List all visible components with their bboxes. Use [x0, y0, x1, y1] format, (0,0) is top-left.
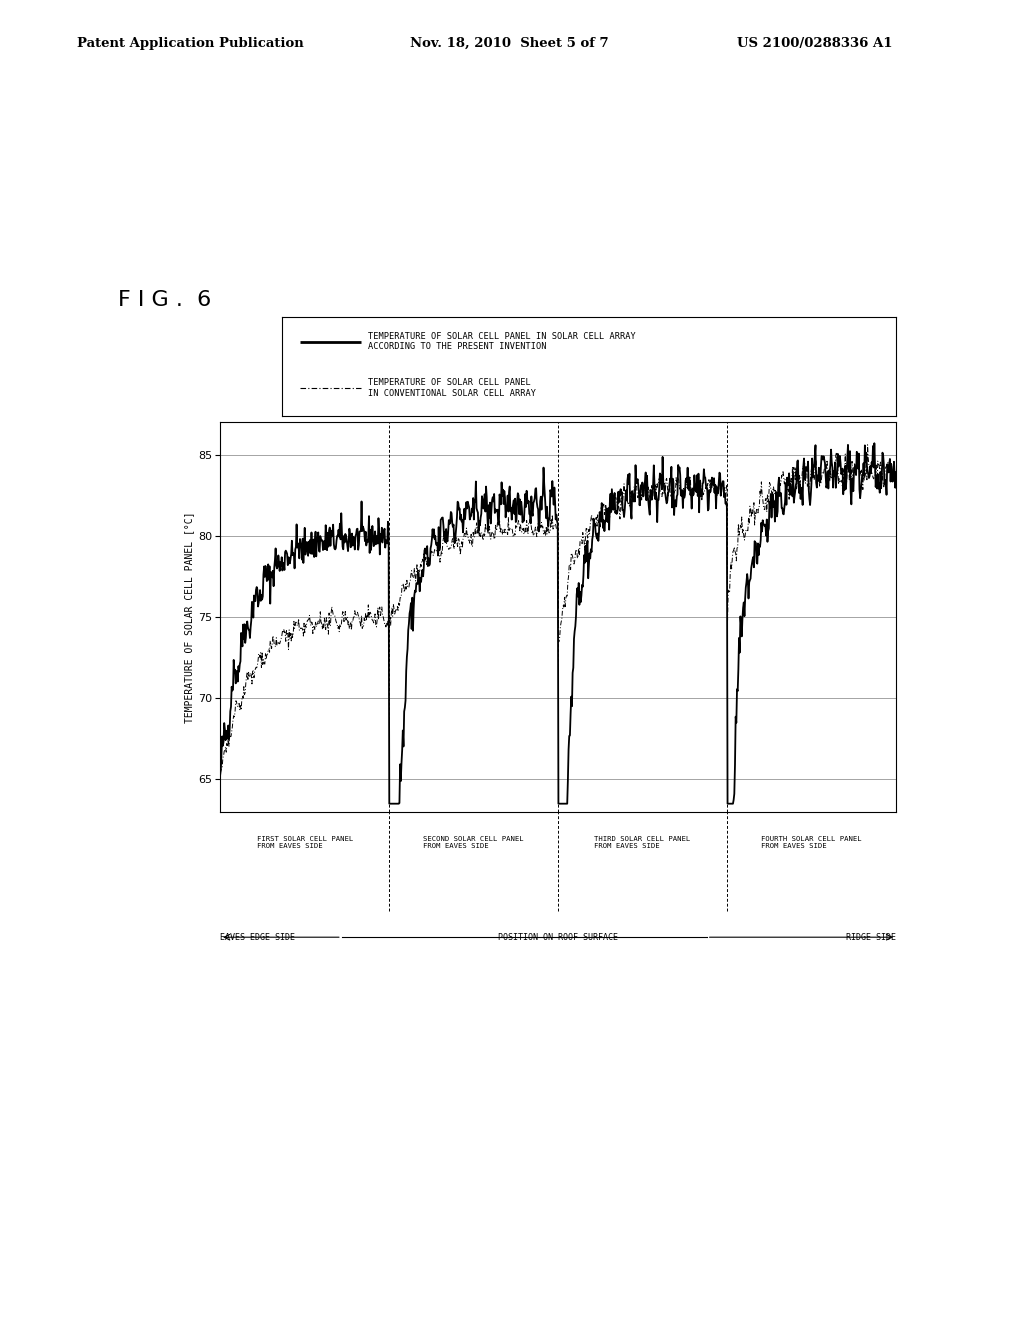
Text: THIRD SOLAR CELL PANEL
FROM EAVES SIDE: THIRD SOLAR CELL PANEL FROM EAVES SIDE — [595, 836, 690, 849]
Text: EAVES EDGE SIDE: EAVES EDGE SIDE — [220, 933, 295, 941]
Text: Patent Application Publication: Patent Application Publication — [77, 37, 303, 50]
Text: F I G .  6: F I G . 6 — [118, 290, 211, 310]
Text: TEMPERATURE OF SOLAR CELL PANEL IN SOLAR CELL ARRAY
ACCORDING TO THE PRESENT INV: TEMPERATURE OF SOLAR CELL PANEL IN SOLAR… — [368, 331, 635, 351]
Text: FOURTH SOLAR CELL PANEL
FROM EAVES SIDE: FOURTH SOLAR CELL PANEL FROM EAVES SIDE — [761, 836, 862, 849]
Text: RIDGE SIDE: RIDGE SIDE — [846, 933, 896, 941]
Text: Nov. 18, 2010  Sheet 5 of 7: Nov. 18, 2010 Sheet 5 of 7 — [410, 37, 608, 50]
Y-axis label: TEMPERATURE OF SOLAR CELL PANEL [°C]: TEMPERATURE OF SOLAR CELL PANEL [°C] — [184, 511, 195, 723]
Text: TEMPERATURE OF SOLAR CELL PANEL
IN CONVENTIONAL SOLAR CELL ARRAY: TEMPERATURE OF SOLAR CELL PANEL IN CONVE… — [368, 379, 536, 397]
Text: POSITION ON ROOF SURFACE: POSITION ON ROOF SURFACE — [498, 933, 618, 941]
Text: FIRST SOLAR CELL PANEL
FROM EAVES SIDE: FIRST SOLAR CELL PANEL FROM EAVES SIDE — [257, 836, 352, 849]
Text: SECOND SOLAR CELL PANEL
FROM EAVES SIDE: SECOND SOLAR CELL PANEL FROM EAVES SIDE — [423, 836, 524, 849]
Text: US 2100/0288336 A1: US 2100/0288336 A1 — [737, 37, 893, 50]
